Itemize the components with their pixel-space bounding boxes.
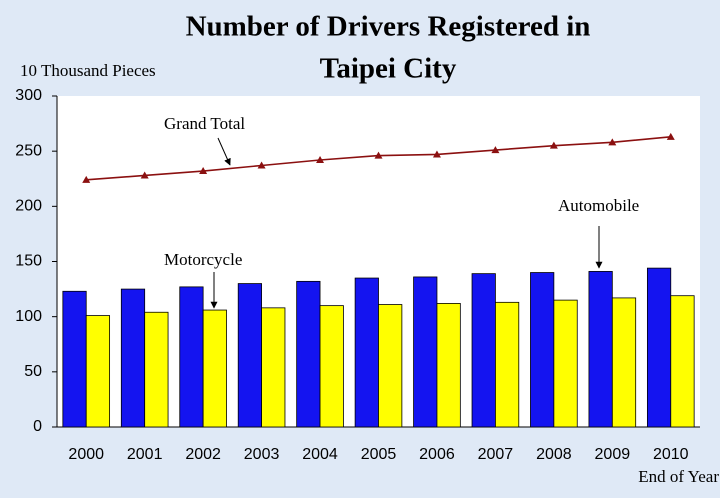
y-tick-label: 250 bbox=[15, 142, 42, 159]
annotation-arrow bbox=[217, 137, 231, 166]
bar bbox=[436, 303, 461, 428]
annotation: Automobile bbox=[558, 196, 639, 215]
line-marker bbox=[432, 150, 441, 158]
y-axis-label: 10 Thousand Pieces bbox=[20, 61, 156, 80]
y-tick-label: 200 bbox=[15, 198, 42, 215]
bar bbox=[296, 280, 321, 428]
line-marker bbox=[199, 167, 208, 175]
line-marker bbox=[666, 132, 675, 140]
y-tick-label: 150 bbox=[15, 253, 42, 270]
bar bbox=[553, 299, 578, 428]
bar bbox=[495, 301, 520, 428]
chart-title: Number of Drivers Registered in bbox=[186, 11, 591, 43]
line-marker bbox=[374, 151, 383, 159]
bar bbox=[354, 277, 379, 428]
bar bbox=[413, 276, 438, 428]
bar bbox=[85, 315, 111, 428]
y-tick-label: 300 bbox=[15, 87, 42, 104]
bar bbox=[261, 307, 286, 428]
x-tick-label: 2005 bbox=[361, 446, 397, 463]
bar bbox=[144, 311, 169, 428]
bar bbox=[611, 297, 637, 428]
bar bbox=[319, 305, 344, 428]
line-marker bbox=[82, 175, 91, 183]
bar bbox=[471, 273, 496, 428]
x-tick-label: 2004 bbox=[302, 446, 338, 463]
y-tick-label: 50 bbox=[24, 363, 42, 380]
line-marker bbox=[608, 138, 617, 146]
bar bbox=[588, 271, 613, 428]
annotation: Motorcycle bbox=[164, 250, 242, 269]
y-tick-label: 100 bbox=[15, 308, 42, 325]
line-marker bbox=[140, 171, 149, 179]
x-tick-label: 2003 bbox=[244, 446, 280, 463]
bar bbox=[237, 283, 262, 428]
chart-title: Taipei City bbox=[320, 53, 457, 85]
bar bbox=[646, 267, 672, 428]
line-marker bbox=[549, 141, 558, 149]
bar bbox=[378, 304, 403, 428]
bar bbox=[670, 295, 695, 428]
bar bbox=[179, 286, 204, 428]
annotation: Grand Total bbox=[164, 114, 245, 133]
line-marker bbox=[316, 155, 325, 163]
x-tick-label: 2002 bbox=[185, 446, 221, 463]
x-axis-label: End of Year bbox=[638, 467, 719, 486]
x-tick-label: 2000 bbox=[68, 446, 104, 463]
x-tick-label: 2008 bbox=[536, 446, 572, 463]
line-marker bbox=[257, 161, 266, 169]
x-tick-label: 2007 bbox=[478, 446, 514, 463]
x-tick-label: 2009 bbox=[595, 446, 631, 463]
bar bbox=[202, 309, 227, 428]
bar bbox=[530, 272, 555, 428]
line-marker bbox=[491, 146, 500, 154]
bar bbox=[120, 288, 146, 428]
y-tick-label: 0 bbox=[33, 418, 42, 435]
marks bbox=[62, 132, 695, 428]
bar bbox=[62, 290, 87, 428]
x-tick-label: 2001 bbox=[127, 446, 163, 463]
x-tick-label: 2010 bbox=[653, 446, 689, 463]
x-tick-label: 2006 bbox=[419, 446, 455, 463]
